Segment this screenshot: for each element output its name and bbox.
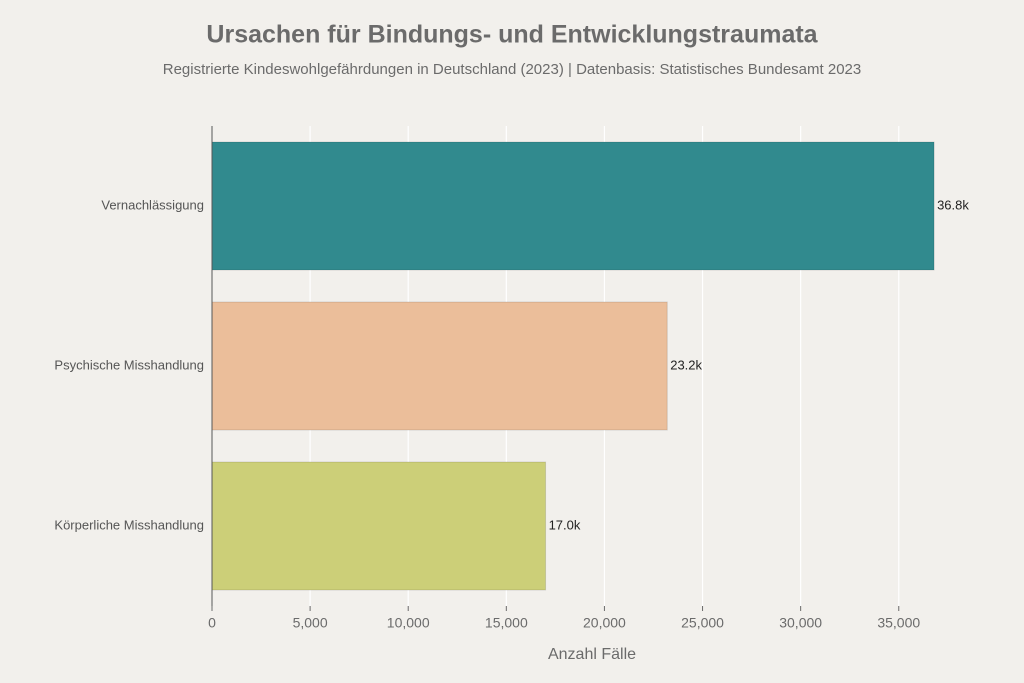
value-label: 17.0k bbox=[549, 517, 581, 532]
x-tick-label: 30,000 bbox=[779, 615, 822, 631]
x-tick-label: 15,000 bbox=[485, 615, 528, 631]
x-tick-label: 0 bbox=[208, 615, 216, 631]
bar bbox=[211, 301, 668, 431]
x-tick-label: 10,000 bbox=[387, 615, 430, 631]
y-tick-label: Vernachlässigung bbox=[101, 197, 204, 212]
x-axis-title: Anzahl Fälle bbox=[548, 646, 636, 663]
x-tick-label: 20,000 bbox=[583, 615, 626, 631]
chart-title: Ursachen für Bindungs- und Entwicklungst… bbox=[206, 21, 818, 49]
bar bbox=[211, 461, 547, 591]
x-tick-label: 5,000 bbox=[293, 615, 328, 631]
y-tick-label: Körperliche Misshandlung bbox=[54, 517, 204, 532]
value-label: 23.2k bbox=[670, 357, 702, 372]
x-tick-label: 35,000 bbox=[877, 615, 920, 631]
y-tick-label: Psychische Misshandlung bbox=[54, 357, 204, 372]
x-tick-label: 25,000 bbox=[681, 615, 724, 631]
value-label: 36.8k bbox=[937, 197, 969, 212]
chart-subtitle: Registrierte Kindeswohlgefährdungen in D… bbox=[163, 61, 861, 78]
bar bbox=[211, 141, 935, 271]
